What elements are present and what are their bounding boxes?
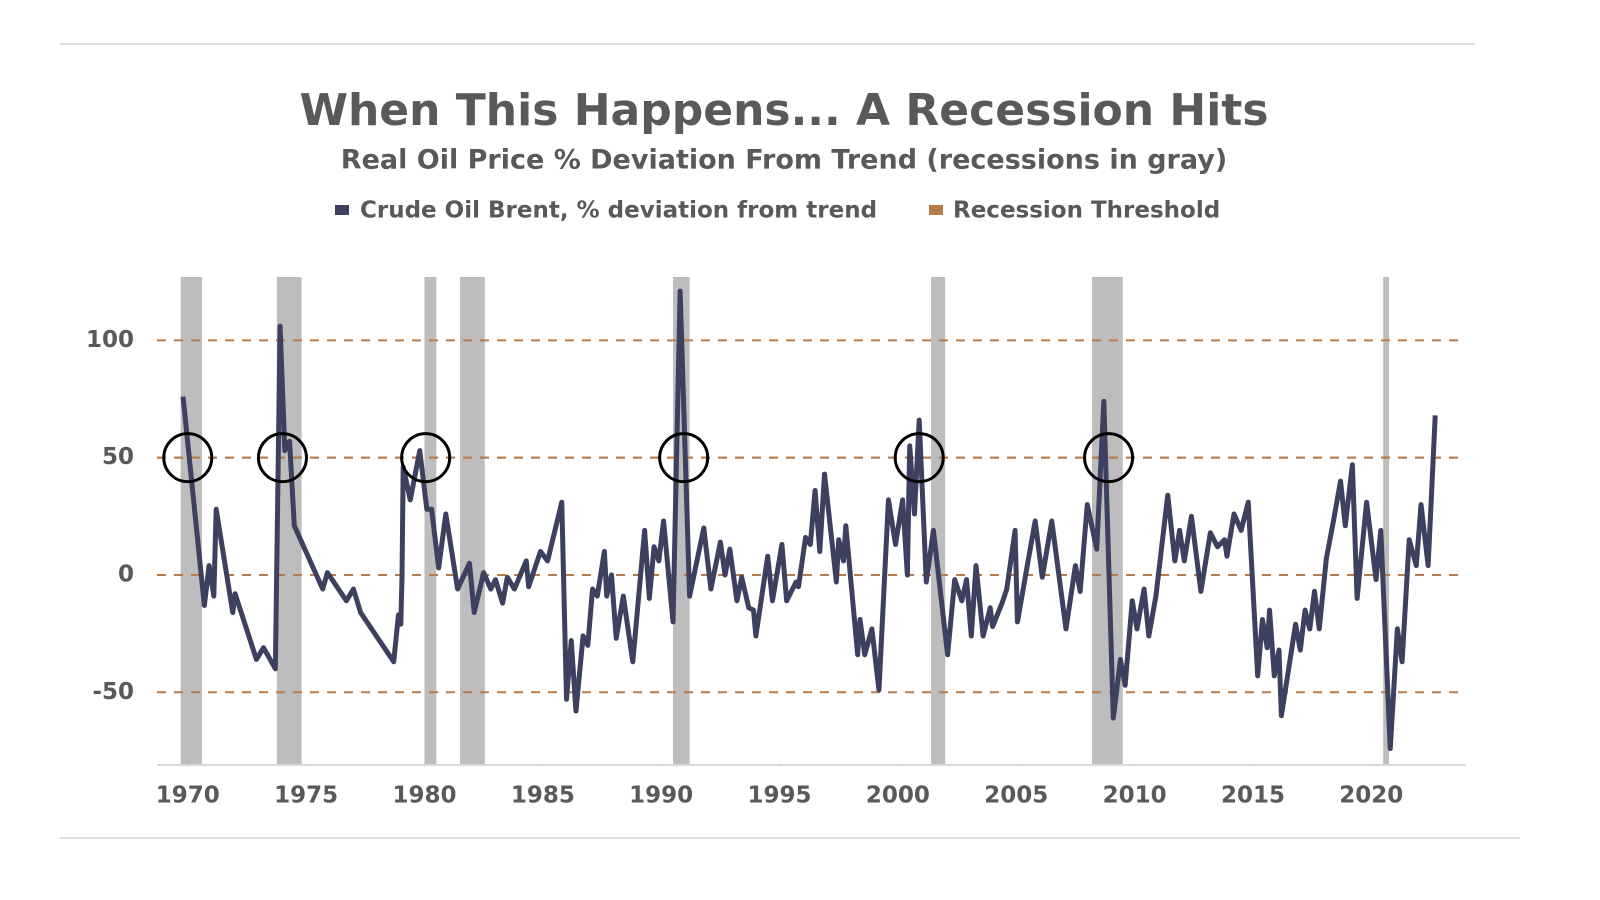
x-tick-label: 1985 bbox=[511, 783, 575, 809]
recession-band bbox=[459, 277, 485, 765]
highlight-circle bbox=[162, 432, 214, 484]
legend-swatch bbox=[929, 205, 943, 215]
x-tick-label: 2000 bbox=[866, 783, 930, 809]
y-tick-label: 0 bbox=[118, 561, 134, 587]
y-tick-label: 50 bbox=[102, 444, 134, 470]
y-tick-label: 100 bbox=[86, 327, 134, 353]
x-tick-label: 1975 bbox=[274, 783, 338, 809]
x-tick-label: 1970 bbox=[156, 783, 220, 809]
recession-band bbox=[424, 277, 437, 765]
x-tick-label: 2015 bbox=[1221, 783, 1285, 809]
x-tick-label: 2020 bbox=[1339, 783, 1403, 809]
recession-band bbox=[180, 277, 202, 765]
x-tick-label: 2010 bbox=[1103, 783, 1167, 809]
highlight-circle bbox=[256, 432, 308, 484]
chart-subtitle: Real Oil Price % Deviation From Trend (r… bbox=[341, 145, 1227, 176]
legend-label: Recession Threshold bbox=[953, 198, 1220, 224]
highlight-circle bbox=[658, 432, 710, 484]
x-tick-label: 1980 bbox=[392, 783, 456, 809]
recession-band bbox=[1383, 277, 1390, 765]
chart-title: When This Happens... A Recession Hits bbox=[299, 85, 1268, 136]
x-tick-label: 1990 bbox=[629, 783, 693, 809]
highlight-circle bbox=[893, 432, 945, 484]
data-line bbox=[180, 288, 1438, 752]
legend-swatch bbox=[335, 205, 349, 215]
x-tick-label: 2005 bbox=[984, 783, 1048, 809]
highlight-circle bbox=[1083, 432, 1135, 484]
x-tick-label: 1995 bbox=[748, 783, 812, 809]
recession-band bbox=[931, 277, 946, 765]
y-tick-label: -50 bbox=[92, 679, 134, 705]
legend-label: Crude Oil Brent, % deviation from trend bbox=[360, 198, 877, 224]
highlight-circle bbox=[400, 432, 452, 484]
